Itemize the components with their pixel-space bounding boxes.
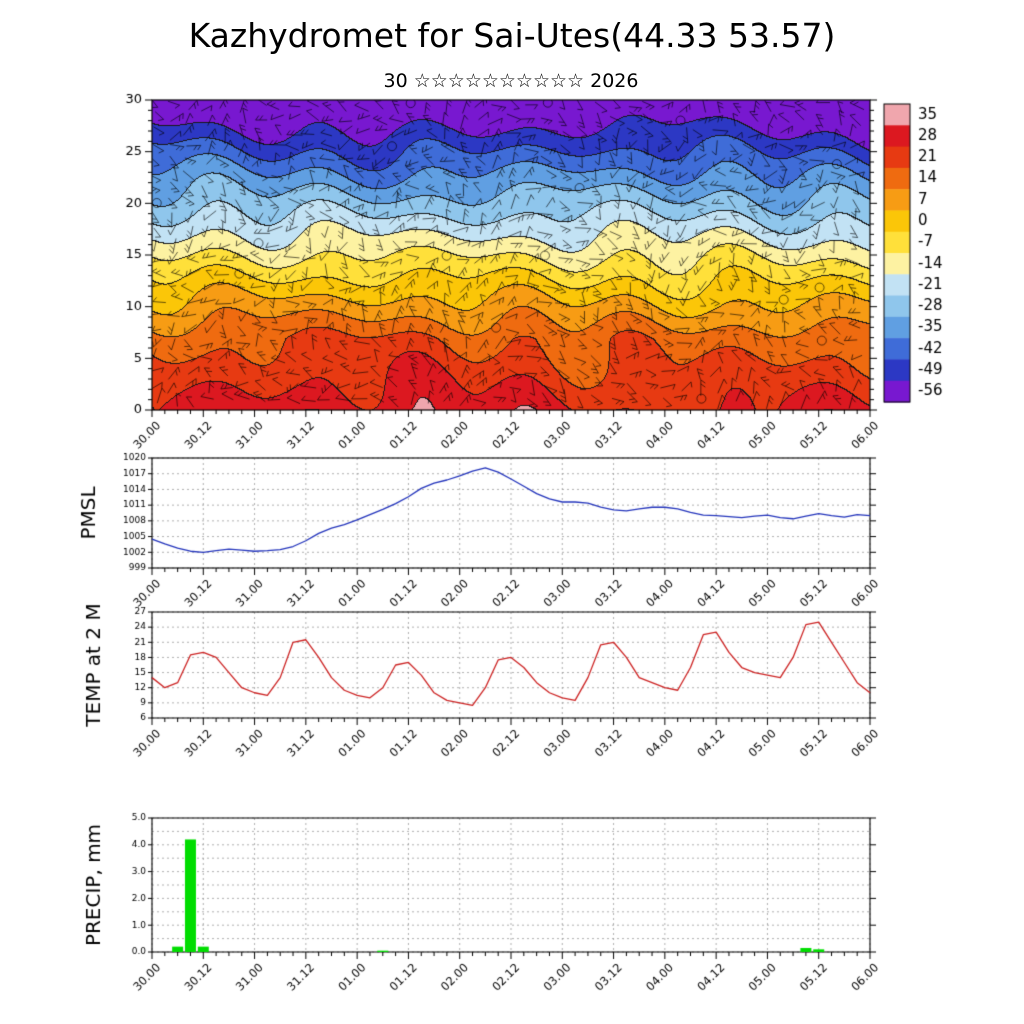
meteogram-canvas: [0, 0, 1024, 1024]
